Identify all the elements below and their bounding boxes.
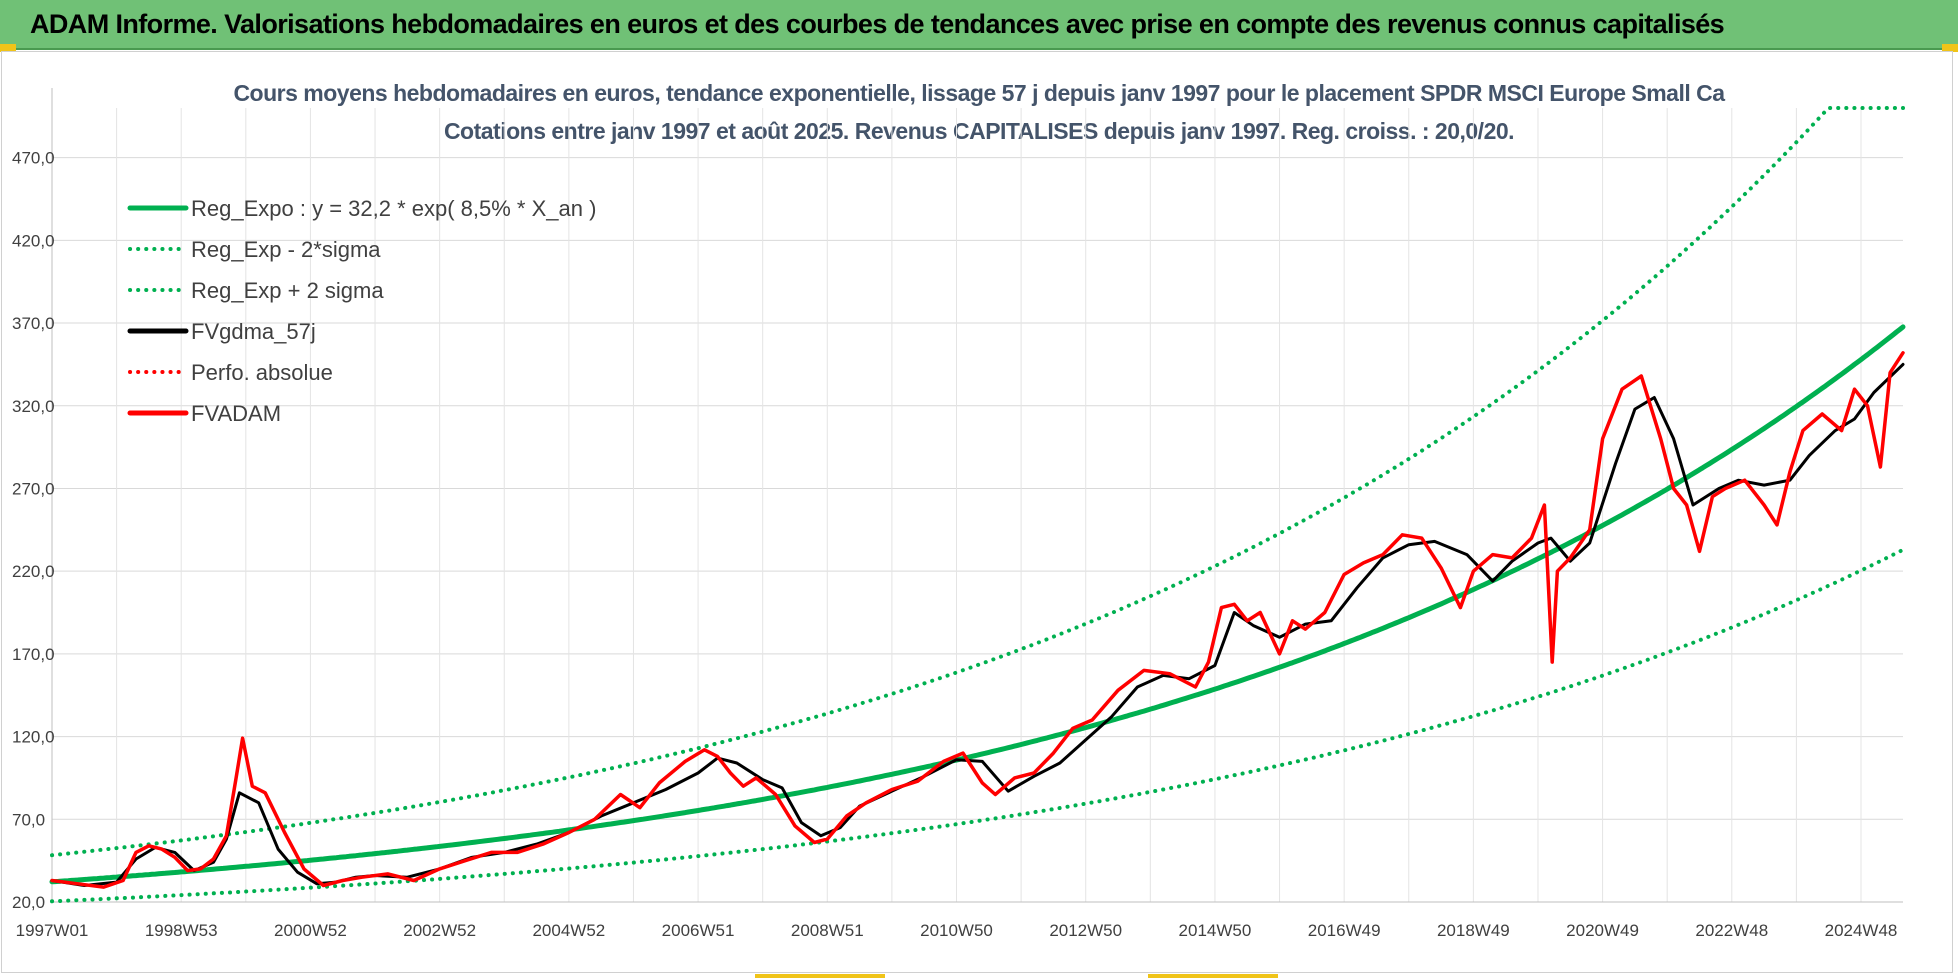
grid-lines xyxy=(51,88,1903,903)
y-tick-label: 370,0 xyxy=(12,314,55,333)
banner-title: ADAM Informe. Valorisations hebdomadaire… xyxy=(30,9,1725,39)
bottom-mark-1 xyxy=(755,974,885,978)
y-tick-label: 170,0 xyxy=(12,645,55,664)
header-banner: ADAM Informe. Valorisations hebdomadaire… xyxy=(0,0,1958,50)
y-axis-ticks: 20,0 70,0 120,0 170,0 220,0 270,0 320,0 370,0 42… xyxy=(12,149,55,912)
y-tick-label: 320,0 xyxy=(12,397,55,416)
series-line-3 xyxy=(50,362,1905,887)
x-tick-label: 2000W52 xyxy=(274,921,347,940)
x-tick-label: 1997W01 xyxy=(16,921,89,940)
series-lines xyxy=(49,106,1906,904)
chart-title: Cours moyens hebdomadaires en euros, ten… xyxy=(233,80,1725,106)
chart-subtitle: Cotations entre janv 1997 et août 2025. … xyxy=(443,118,1515,144)
x-tick-label: 2004W52 xyxy=(532,921,605,940)
legend-label-1: Reg_Exp - 2*sigma xyxy=(191,237,381,262)
y-tick-label: 220,0 xyxy=(12,562,55,581)
x-tick-label: 2016W49 xyxy=(1308,921,1381,940)
x-tick-label: 2010W50 xyxy=(920,921,993,940)
legend-label-2: Reg_Exp + 2 sigma xyxy=(191,278,384,303)
y-tick-label: 470,0 xyxy=(12,149,55,168)
x-tick-label: 2018W49 xyxy=(1437,921,1510,940)
y-tick-label: 120,0 xyxy=(12,728,55,747)
x-tick-label: 2002W52 xyxy=(403,921,476,940)
chart-frame xyxy=(1,51,1953,973)
x-tick-label: 2012W50 xyxy=(1049,921,1122,940)
legend: Reg_Expo : y = 32,2 * exp( 8,5% * X_an )… xyxy=(127,196,596,426)
x-axis-ticks: 1997W01 1998W53 2000W52 2002W52 2004W52 2006W… xyxy=(16,921,1898,940)
y-tick-label: 420,0 xyxy=(12,231,55,250)
series-line-2 xyxy=(50,106,1905,858)
corner-mark-left xyxy=(0,44,16,52)
y-tick-label: 70,0 xyxy=(12,810,45,829)
x-tick-label: 2006W51 xyxy=(662,921,735,940)
bottom-mark-2 xyxy=(1148,974,1278,978)
x-tick-label: 1998W53 xyxy=(145,921,218,940)
x-tick-label: 2008W51 xyxy=(791,921,864,940)
legend-label-4: Perfo. absolue xyxy=(191,360,333,385)
series-line-1 xyxy=(50,547,1905,904)
x-tick-label: 2024W48 xyxy=(1825,921,1898,940)
series-line-5 xyxy=(50,351,1905,889)
corner-mark-right xyxy=(1942,44,1958,52)
legend-label-0: Reg_Expo : y = 32,2 * exp( 8,5% * X_an ) xyxy=(191,196,596,221)
y-tick-label: 270,0 xyxy=(12,479,55,498)
x-tick-label: 2022W48 xyxy=(1695,921,1768,940)
legend-label-3: FVgdma_57j xyxy=(191,319,316,344)
y-tick-label: 20,0 xyxy=(12,893,45,912)
x-tick-label: 2020W49 xyxy=(1566,921,1639,940)
legend-label-5: FVADAM xyxy=(191,401,281,426)
x-tick-label: 2014W50 xyxy=(1179,921,1252,940)
series-line-0 xyxy=(49,324,1906,885)
